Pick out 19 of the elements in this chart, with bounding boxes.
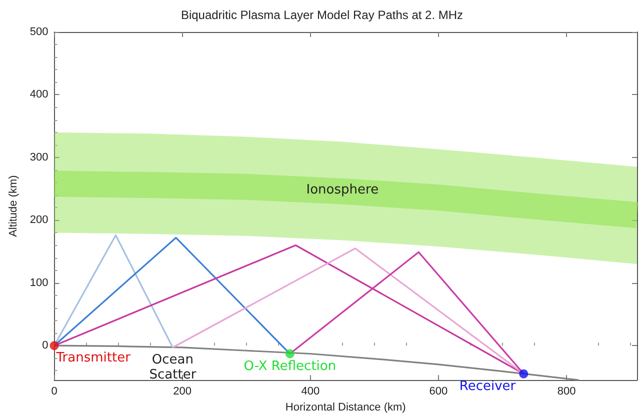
x-tick-label: 0: [51, 386, 58, 398]
annotation: Receiver: [459, 378, 516, 394]
annotation: Ocean Scatter: [149, 352, 197, 382]
y-axis-title: Altitude (km): [8, 175, 20, 237]
y-tick-label: 400: [30, 88, 48, 101]
y-tick-label: 200: [30, 214, 48, 226]
y-tick-label: 500: [30, 26, 48, 38]
annotation: Transmitter: [55, 350, 132, 366]
x-axis-title: Horizontal Distance (km): [285, 402, 406, 414]
x-tick-label: 200: [173, 386, 192, 398]
y-tick-label: 300: [30, 151, 48, 164]
x-tick-label: 400: [301, 386, 320, 398]
annotation: Ionosphere: [306, 182, 379, 198]
annotation: O-X Reflection: [244, 358, 336, 374]
x-tick-label: 600: [429, 386, 448, 398]
y-tick-label: 0: [42, 340, 48, 352]
y-tick-label: 100: [30, 276, 48, 289]
x-tick-label: 800: [557, 386, 576, 398]
chart-title: Biquadritic Plasma Layer Model Ray Paths at 2. MHz: [180, 8, 464, 22]
